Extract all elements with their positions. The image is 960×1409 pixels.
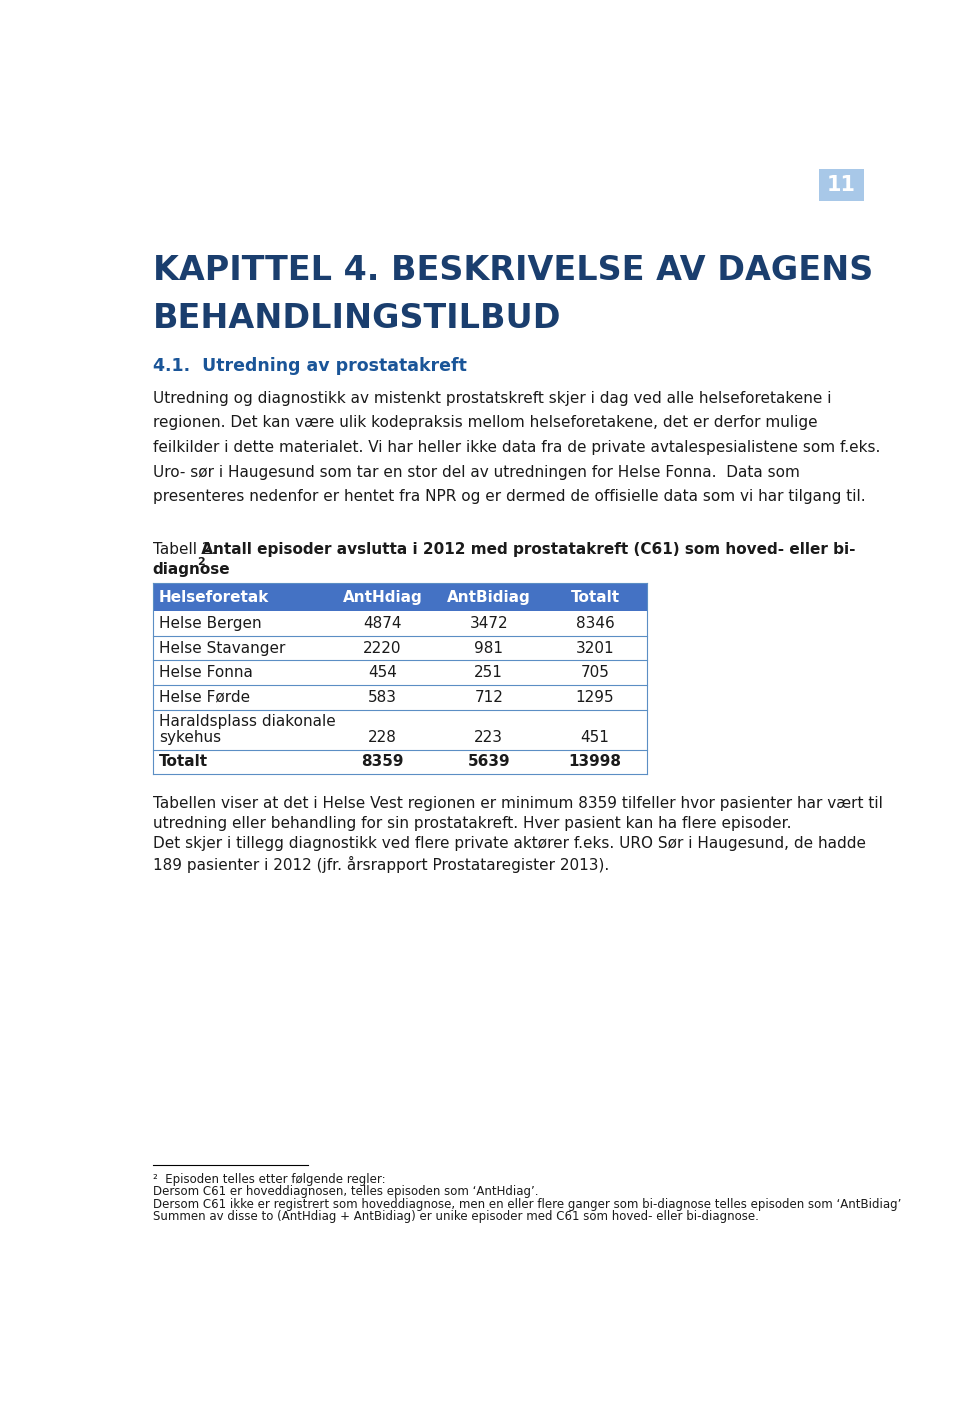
Text: Tabellen viser at det i Helse Vest regionen er minimum 8359 tilfeller hvor pasie: Tabellen viser at det i Helse Vest regio… <box>153 796 882 810</box>
Text: Dersom C61 ikke er registrert som hoveddiagnose, men en eller flere ganger som b: Dersom C61 ikke er registrert som hovedd… <box>153 1198 900 1210</box>
Text: 8346: 8346 <box>576 616 614 631</box>
FancyBboxPatch shape <box>153 750 647 775</box>
FancyBboxPatch shape <box>819 169 864 201</box>
Text: Helse Bergen: Helse Bergen <box>158 616 261 631</box>
Text: KAPITTEL 4. BESKRIVELSE AV DAGENS: KAPITTEL 4. BESKRIVELSE AV DAGENS <box>153 254 873 287</box>
Text: Det skjer i tillegg diagnostikk ved flere private aktører f.eks. URO Sør i Hauge: Det skjer i tillegg diagnostikk ved fler… <box>153 836 866 851</box>
Text: 1295: 1295 <box>576 690 614 704</box>
Text: Antall episoder avslutta i 2012 med prostatakreft (C61) som hoved- eller bi-: Antall episoder avslutta i 2012 med pros… <box>196 541 855 557</box>
Text: 13998: 13998 <box>568 754 621 769</box>
Text: Haraldsplass diakonale: Haraldsplass diakonale <box>158 714 335 730</box>
Text: 3201: 3201 <box>576 641 614 655</box>
Text: 5639: 5639 <box>468 754 510 769</box>
Text: Uro- sør i Haugesund som tar en stor del av utredningen for Helse Fonna.  Data s: Uro- sør i Haugesund som tar en stor del… <box>153 465 800 479</box>
Text: 705: 705 <box>581 665 610 681</box>
Text: utredning eller behandling for sin prostatakreft. Hver pasient kan ha flere epis: utredning eller behandling for sin prost… <box>153 816 791 831</box>
Text: 2: 2 <box>198 557 205 568</box>
Text: Utredning og diagnostikk av mistenkt prostatskreft skjer i dag ved alle helsefor: Utredning og diagnostikk av mistenkt pro… <box>153 390 831 406</box>
Text: 981: 981 <box>474 641 503 655</box>
Text: 11: 11 <box>827 175 856 196</box>
FancyBboxPatch shape <box>153 583 647 612</box>
Text: 583: 583 <box>368 690 397 704</box>
Text: 223: 223 <box>474 730 503 745</box>
Text: presenteres nedenfor er hentet fra NPR og er dermed de offisielle data som vi ha: presenteres nedenfor er hentet fra NPR o… <box>153 489 865 504</box>
Text: AntBidiag: AntBidiag <box>447 590 531 604</box>
Text: Totalt: Totalt <box>570 590 619 604</box>
Text: 189 pasienter i 2012 (jfr. årsrapport Prostataregister 2013).: 189 pasienter i 2012 (jfr. årsrapport Pr… <box>153 855 609 874</box>
Text: Helse Førde: Helse Førde <box>158 690 250 704</box>
Text: Dersom C61 er hoveddiagnosen, telles episoden som ‘AntHdiag’.: Dersom C61 er hoveddiagnosen, telles epi… <box>153 1185 538 1199</box>
Text: Totalt: Totalt <box>158 754 208 769</box>
Text: BEHANDLINGSTILBUD: BEHANDLINGSTILBUD <box>153 302 561 334</box>
FancyBboxPatch shape <box>153 612 647 635</box>
Text: AntHdiag: AntHdiag <box>343 590 422 604</box>
Text: 8359: 8359 <box>361 754 404 769</box>
Text: Summen av disse to (AntHdiag + AntBidiag) er unike episoder med C61 som hoved- e: Summen av disse to (AntHdiag + AntBidiag… <box>153 1210 758 1223</box>
Text: feilkilder i dette materialet. Vi har heller ikke data fra de private avtalespes: feilkilder i dette materialet. Vi har he… <box>153 440 880 455</box>
Text: 4874: 4874 <box>363 616 401 631</box>
FancyBboxPatch shape <box>153 661 647 685</box>
Text: Tabell 2.: Tabell 2. <box>153 541 216 557</box>
Text: diagnose: diagnose <box>153 562 230 576</box>
Text: ²  Episoden telles etter følgende regler:: ² Episoden telles etter følgende regler: <box>153 1174 385 1186</box>
Text: 4.1.  Utredning av prostatakreft: 4.1. Utredning av prostatakreft <box>153 356 467 375</box>
FancyBboxPatch shape <box>153 710 647 750</box>
Text: 3472: 3472 <box>469 616 508 631</box>
Text: Helseforetak: Helseforetak <box>158 590 269 604</box>
Text: 451: 451 <box>581 730 610 745</box>
Text: 712: 712 <box>474 690 503 704</box>
Text: 454: 454 <box>368 665 396 681</box>
FancyBboxPatch shape <box>153 635 647 661</box>
Text: Helse Fonna: Helse Fonna <box>158 665 252 681</box>
Text: 2220: 2220 <box>363 641 401 655</box>
FancyBboxPatch shape <box>153 685 647 710</box>
Text: 251: 251 <box>474 665 503 681</box>
Text: 228: 228 <box>368 730 396 745</box>
Text: sykehus: sykehus <box>158 730 221 744</box>
Text: regionen. Det kan være ulik kodepraksis mellom helseforetakene, det er derfor mu: regionen. Det kan være ulik kodepraksis … <box>153 416 817 431</box>
Text: Helse Stavanger: Helse Stavanger <box>158 641 285 655</box>
